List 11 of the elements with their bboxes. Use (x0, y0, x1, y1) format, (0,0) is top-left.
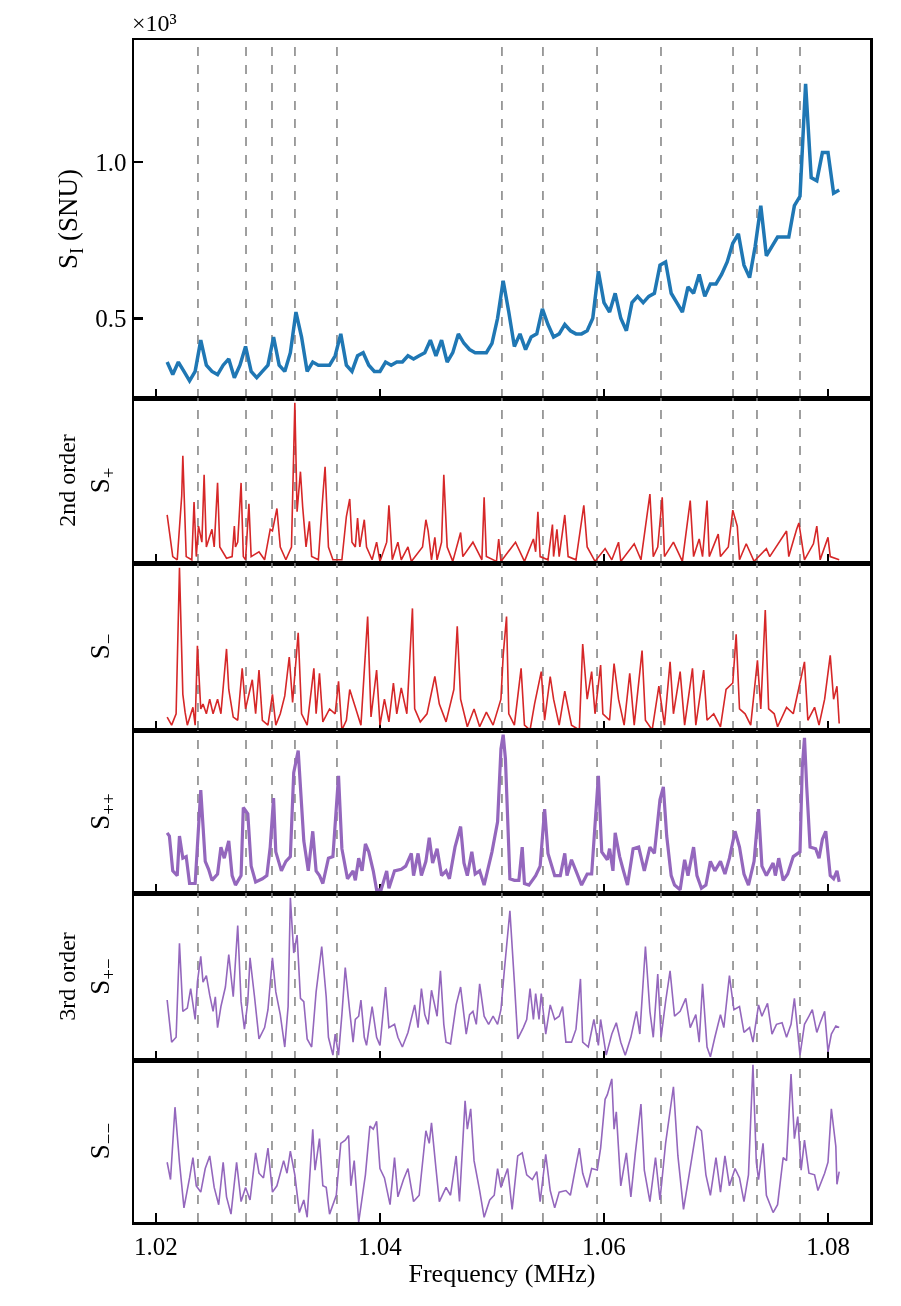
x-tick-label: 1.08 (806, 1232, 850, 1260)
x-tick-label: 1.04 (358, 1232, 403, 1260)
text: ×10³ (132, 10, 177, 36)
x-tick-label: 1.06 (582, 1232, 626, 1260)
text: 2nd order (53, 434, 80, 527)
text: 3rd order (53, 932, 80, 1021)
x-tick-label: 1.02 (134, 1232, 178, 1260)
y-tick-label: 0.5 (95, 305, 127, 333)
x-axis-title: Frequency (MHz) (408, 1259, 596, 1289)
line-series (165, 82, 841, 383)
y-tick-label: 1.0 (95, 148, 127, 176)
